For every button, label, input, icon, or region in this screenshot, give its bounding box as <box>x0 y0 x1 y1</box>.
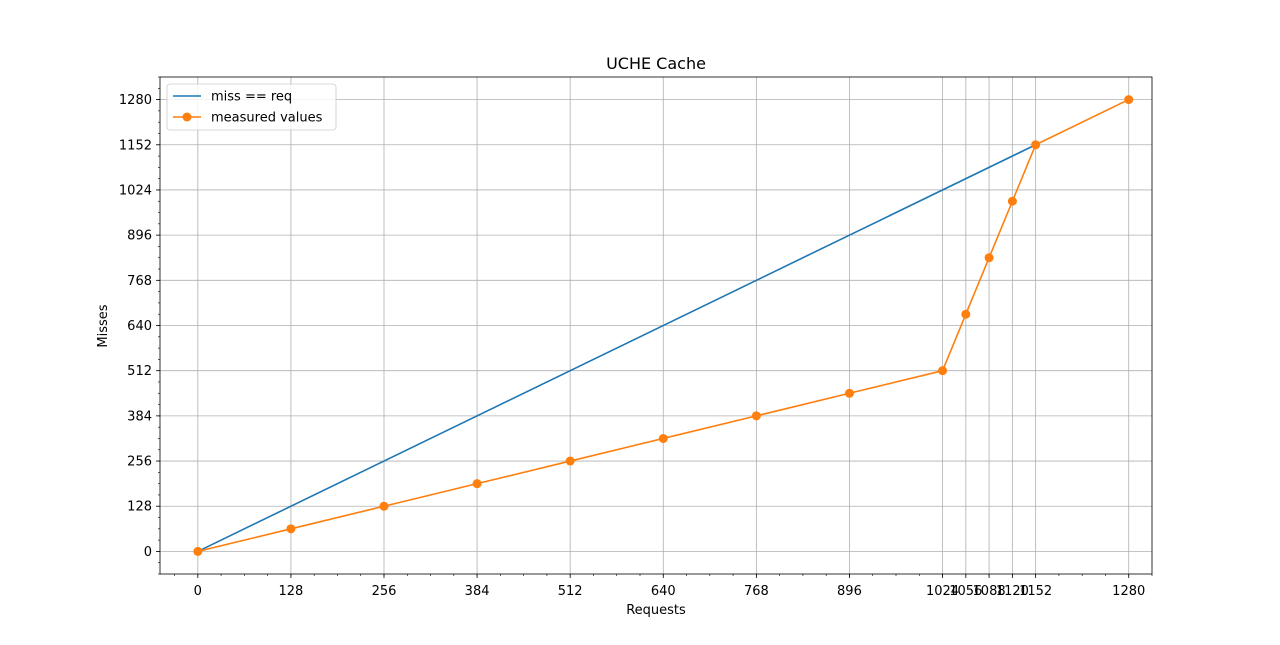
x-tick-label: 1152 <box>1019 584 1052 599</box>
axes: 0 128 256 384 512 640 768 896 102410561088112011… <box>119 76 1153 599</box>
x-tick-label: 1024 <box>926 584 959 599</box>
legend-marker-1 <box>182 112 192 122</box>
data-point <box>938 366 948 376</box>
x-tick-label: 1056 <box>949 584 982 599</box>
series <box>193 95 1134 556</box>
y-axis-label: Misses <box>96 304 111 347</box>
y-tick-label: 768 <box>127 274 152 289</box>
data-point <box>193 546 203 556</box>
data-point <box>751 411 761 421</box>
x-tick-label: 640 <box>651 584 676 599</box>
data-point <box>565 456 575 466</box>
y-tick-label: 0 <box>144 545 152 560</box>
series-line-0 <box>197 144 1036 553</box>
data-point <box>1031 140 1041 150</box>
series-line-1 <box>197 98 1130 553</box>
y-tick-label: 512 <box>127 364 152 379</box>
data-point <box>961 309 971 319</box>
legend: miss == req measured values <box>166 83 337 131</box>
y-tick-label: 128 <box>127 500 152 515</box>
y-tick-label: 1280 <box>119 93 152 108</box>
data-point <box>844 388 854 398</box>
data-point <box>286 524 296 534</box>
legend-entry-1: measured values <box>211 111 323 126</box>
x-tick-label: 768 <box>744 584 769 599</box>
x-tick-label: 1088 <box>973 584 1006 599</box>
x-tick-label: 128 <box>278 584 303 599</box>
y-tick-label: 1024 <box>119 183 152 198</box>
y-tick-label: 640 <box>127 319 152 334</box>
x-tick-label: 1120 <box>996 584 1029 599</box>
y-tick-label: 384 <box>127 409 152 424</box>
x-tick-label: 384 <box>465 584 490 599</box>
data-point <box>1124 95 1134 105</box>
x-tick-label: 512 <box>558 584 583 599</box>
x-tick-label: 256 <box>372 584 397 599</box>
x-tick-label: 0 <box>194 584 202 599</box>
data-point <box>1007 196 1017 206</box>
data-point <box>658 433 668 443</box>
x-tick-label: 1280 <box>1112 584 1145 599</box>
grid <box>160 77 1152 574</box>
chart-title: UCHE Cache <box>606 54 706 73</box>
y-tick-label: 256 <box>127 455 152 470</box>
x-axis-label: Requests <box>626 603 686 618</box>
y-tick-label: 896 <box>127 229 152 244</box>
y-tick-label: 1152 <box>119 138 152 153</box>
data-point <box>379 501 389 511</box>
data-point <box>984 253 994 263</box>
legend-box <box>166 83 337 131</box>
x-tick-label: 896 <box>837 584 862 599</box>
legend-entry-0: miss == req <box>211 90 292 105</box>
data-point <box>472 479 482 489</box>
